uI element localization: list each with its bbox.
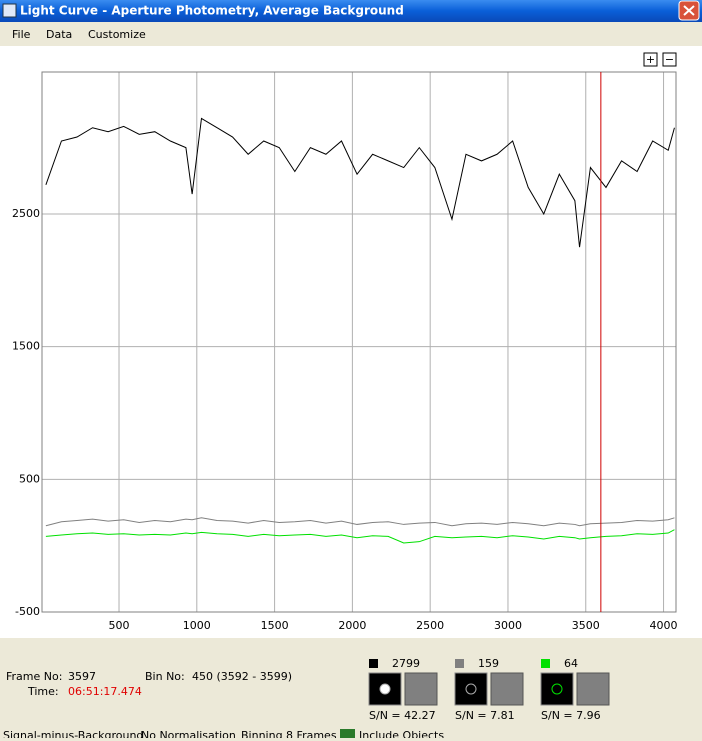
object-aperture [465, 683, 477, 695]
object-sn: S/N = 7.81 [455, 709, 515, 722]
zoom-out-label: − [665, 53, 674, 66]
object-value: 159 [478, 657, 499, 670]
series-line [45, 117, 675, 248]
object-thumb [490, 672, 524, 706]
object-sn: S/N = 7.96 [541, 709, 601, 722]
time-label: Time: [27, 685, 59, 698]
x-tick-label: 3000 [494, 619, 522, 632]
object-thumb [540, 672, 574, 706]
object-sn: S/N = 42.27 [369, 709, 436, 722]
include-checkbox[interactable] [340, 729, 355, 741]
x-tick-label: 500 [109, 619, 130, 632]
object-value: 64 [564, 657, 578, 670]
y-tick-label: 500 [19, 472, 40, 485]
include-objects[interactable]: Include Objects [359, 729, 444, 741]
frame-value: 3597 [68, 670, 96, 683]
object-thumb [454, 672, 488, 706]
menu-item[interactable]: Data [46, 28, 72, 41]
object-swatch [541, 659, 550, 668]
object-swatch [369, 659, 378, 668]
object-thumb [404, 672, 438, 706]
x-tick-label: 1000 [183, 619, 211, 632]
y-tick-label: 2500 [12, 207, 40, 220]
menu-item[interactable]: File [12, 28, 31, 41]
series-line [45, 529, 675, 544]
window-title: Light Curve - Aperture Photometry, Avera… [20, 4, 404, 18]
zoom-in-label: + [646, 53, 655, 66]
menu-bar [0, 22, 702, 46]
x-tick-label: 2500 [416, 619, 444, 632]
app-icon [2, 3, 17, 18]
y-tick-label: -500 [15, 605, 40, 618]
y-tick-label: 1500 [12, 340, 40, 353]
title-bar [0, 0, 702, 22]
bin-value: 450 (3592 - 3599) [192, 670, 292, 683]
x-tick-label: 2000 [338, 619, 366, 632]
signal-mode[interactable]: Signal-minus-Background [3, 729, 143, 741]
x-tick-label: 1500 [261, 619, 289, 632]
object-aperture [551, 683, 563, 695]
menu-item[interactable]: Customize [88, 28, 146, 41]
plot-frame [41, 71, 677, 613]
x-tick-label: 3500 [572, 619, 600, 632]
bin-label: Bin No: [145, 670, 185, 683]
frame-label: Frame No: [6, 670, 62, 683]
object-value: 2799 [392, 657, 420, 670]
binning[interactable]: Binning 8 Frames [241, 729, 337, 741]
close-icon [683, 5, 695, 16]
object-aperture [379, 683, 391, 695]
chart-panel [0, 46, 702, 638]
normalisation[interactable]: No Normalisation [141, 729, 236, 741]
object-swatch [455, 659, 464, 668]
object-thumb [576, 672, 610, 706]
x-tick-label: 4000 [650, 619, 678, 632]
zoom-in-button[interactable] [643, 52, 658, 67]
time-value: 06:51:17.474 [68, 685, 142, 698]
zoom-out-button[interactable] [662, 52, 677, 67]
series-line [45, 517, 675, 527]
